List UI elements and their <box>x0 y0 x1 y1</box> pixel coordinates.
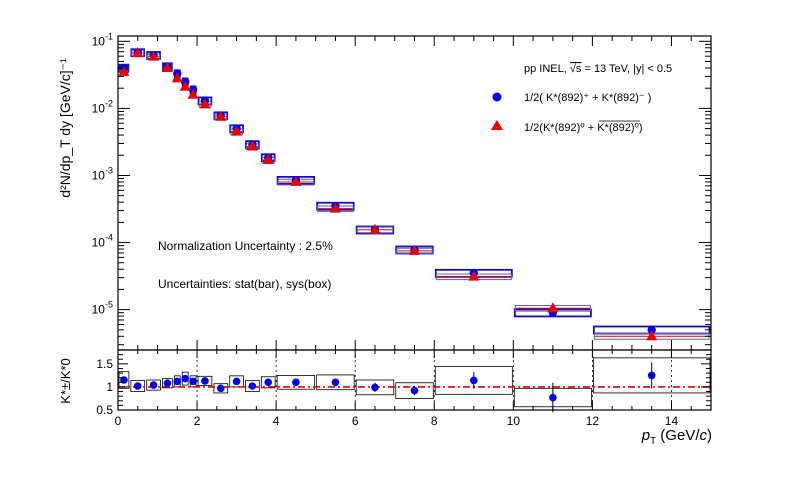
ratio-sys-box <box>593 357 711 394</box>
ratio-sys-box <box>434 366 513 395</box>
ratio-y-axis-label: K*±/K*0 <box>58 358 73 403</box>
x-tick-label: 14 <box>665 414 679 428</box>
x-tick-label: 0 <box>115 414 122 428</box>
ratio-sys-box <box>118 371 130 389</box>
neutral-data-point <box>199 98 211 109</box>
ratio-data-point <box>189 377 197 386</box>
neutral-data-point <box>262 154 274 165</box>
ratio-data-point <box>549 393 557 402</box>
ratio-data-point <box>292 378 300 387</box>
neutral-data-point <box>290 175 302 186</box>
ratio-sys-box <box>316 374 355 391</box>
neutral-data-point <box>118 65 130 76</box>
ratio-sys-box <box>197 375 213 386</box>
upper-y-axis-label: d²N/dp_T dy [GeV/c]⁻¹ <box>57 58 73 198</box>
neutral-data-point <box>329 202 341 213</box>
ratio-panel: 0.5 1 1.5 0 2 4 6 8 10 12 14 <box>96 349 712 428</box>
ratio-sys-box <box>260 376 276 389</box>
neutral-data-point <box>171 72 183 83</box>
ratio-data-point <box>201 377 209 385</box>
ratio-data-point <box>216 384 225 393</box>
ratio-sys-box <box>229 375 244 388</box>
x-tick-label: 12 <box>586 414 600 428</box>
x-tick-label: 4 <box>273 414 280 428</box>
legend-charged-marker <box>492 92 502 102</box>
spectrum-panel: 10-1 10-2 10-3 10-4 10-5 <box>92 31 712 351</box>
ratio-data-point <box>331 378 340 387</box>
neutral-data-point <box>646 330 658 341</box>
ratio-sys-box <box>395 382 434 399</box>
upper-y-tick-label: 10-1 <box>92 31 113 48</box>
ratio-sys-box <box>213 383 229 394</box>
x-tick-label: 10 <box>507 414 521 428</box>
upper-y-tick-label: 10-5 <box>92 300 113 317</box>
ratio-data-point <box>173 377 182 386</box>
uncertainty-note: Uncertainties: stat(bar), sys(box) <box>158 277 331 291</box>
ratio-data-point <box>149 381 158 389</box>
upper-y-tick-label: 10-2 <box>92 98 113 115</box>
ratio-sys-box <box>146 379 161 391</box>
neutral-data-point <box>187 88 199 99</box>
ratio-data-point <box>264 378 273 387</box>
upper-y-tick-label: 10-4 <box>92 233 113 250</box>
ratio-data-point <box>232 377 241 386</box>
ratio-data-point <box>410 386 419 395</box>
ratio-data-point <box>470 376 478 385</box>
x-tick-label: 2 <box>194 414 201 428</box>
ratio-data-point <box>371 383 379 392</box>
legend-neutral-label: 1/2(K*(892)⁰ + K*(892)⁰) <box>524 122 643 134</box>
ratio-y-tick-label: 1 <box>106 380 113 394</box>
ratio-y-tick-label: 0.5 <box>96 403 113 417</box>
ratio-data-point <box>647 371 656 380</box>
ratio-sys-box <box>245 380 260 392</box>
neutral-data-point <box>547 302 559 313</box>
legend-neutral-marker <box>491 120 503 130</box>
upper-y-tick-label: 10-3 <box>92 165 113 182</box>
legend: pp INEL, √s = 13 TeV, |y| < 0.5 1/2( K*(… <box>491 63 672 134</box>
neutral-data-point <box>246 140 258 151</box>
neutral-data-point <box>161 62 173 73</box>
x-tick-label: 6 <box>352 414 359 428</box>
ratio-sys-box <box>162 378 173 389</box>
ratio-data-point <box>181 374 190 383</box>
neutral-data-point <box>215 110 227 121</box>
x-tick-label: 8 <box>431 414 438 428</box>
ratio-y-tick-label: 1.5 <box>96 357 113 371</box>
upper-frame <box>117 35 712 351</box>
neutral-data-point <box>409 244 420 255</box>
ratio-sys-box <box>130 380 146 392</box>
neutral-data-point <box>369 223 381 234</box>
ratio-data-point <box>133 382 142 390</box>
neutral-data-point <box>468 270 480 281</box>
neutral-data-point <box>132 46 144 57</box>
neutral-data-point <box>231 125 243 136</box>
normalization-note: Normalization Uncertainty : 2.5% <box>158 239 333 253</box>
ratio-data-point <box>248 382 257 390</box>
x-axis-label: pT (GeV/c) <box>641 427 712 447</box>
neutral-data-point <box>179 80 191 91</box>
ratio-data-point <box>163 379 172 388</box>
neutral-data-point <box>148 50 160 61</box>
ratio-sys-box <box>276 374 316 390</box>
legend-charged-label: 1/2( K*(892)⁺ + K*(892)⁻ ) <box>524 92 651 104</box>
legend-header: pp INEL, √s = 13 TeV, |y| < 0.5 <box>524 63 672 75</box>
charged-data-point <box>647 325 656 335</box>
